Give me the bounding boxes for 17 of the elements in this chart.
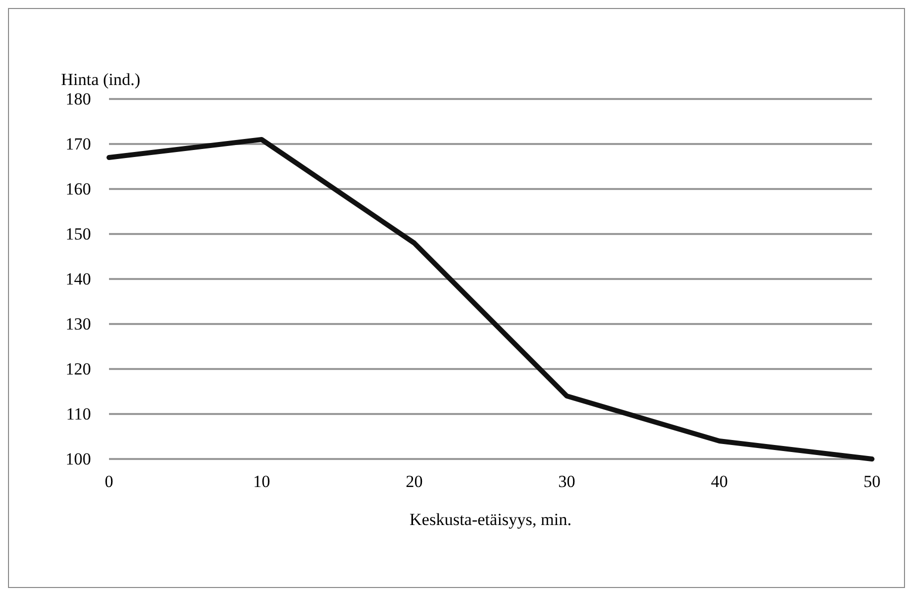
x-axis-title: Keskusta-etäisyys, min. bbox=[410, 510, 572, 529]
x-tick-label: 30 bbox=[558, 472, 576, 491]
y-tick-label: 170 bbox=[66, 134, 91, 154]
y-tick-label: 110 bbox=[66, 404, 91, 424]
x-tick-label: 50 bbox=[864, 472, 880, 491]
y-tick-label: 160 bbox=[66, 180, 91, 198]
y-tick-label: 130 bbox=[66, 314, 91, 334]
x-tick-label: 20 bbox=[406, 472, 423, 491]
x-tick-label: 10 bbox=[253, 472, 270, 491]
y-axis-title: Hinta (ind.) bbox=[61, 70, 140, 89]
y-tick-label: 150 bbox=[66, 224, 91, 244]
y-tick-label: 140 bbox=[66, 270, 91, 288]
x-tick-label: 40 bbox=[710, 472, 728, 491]
y-tick-label: 120 bbox=[66, 360, 91, 378]
y-tick-label: 100 bbox=[66, 450, 91, 468]
y-tick-label: 180 bbox=[66, 90, 91, 108]
x-tick-label: 0 bbox=[104, 472, 114, 491]
